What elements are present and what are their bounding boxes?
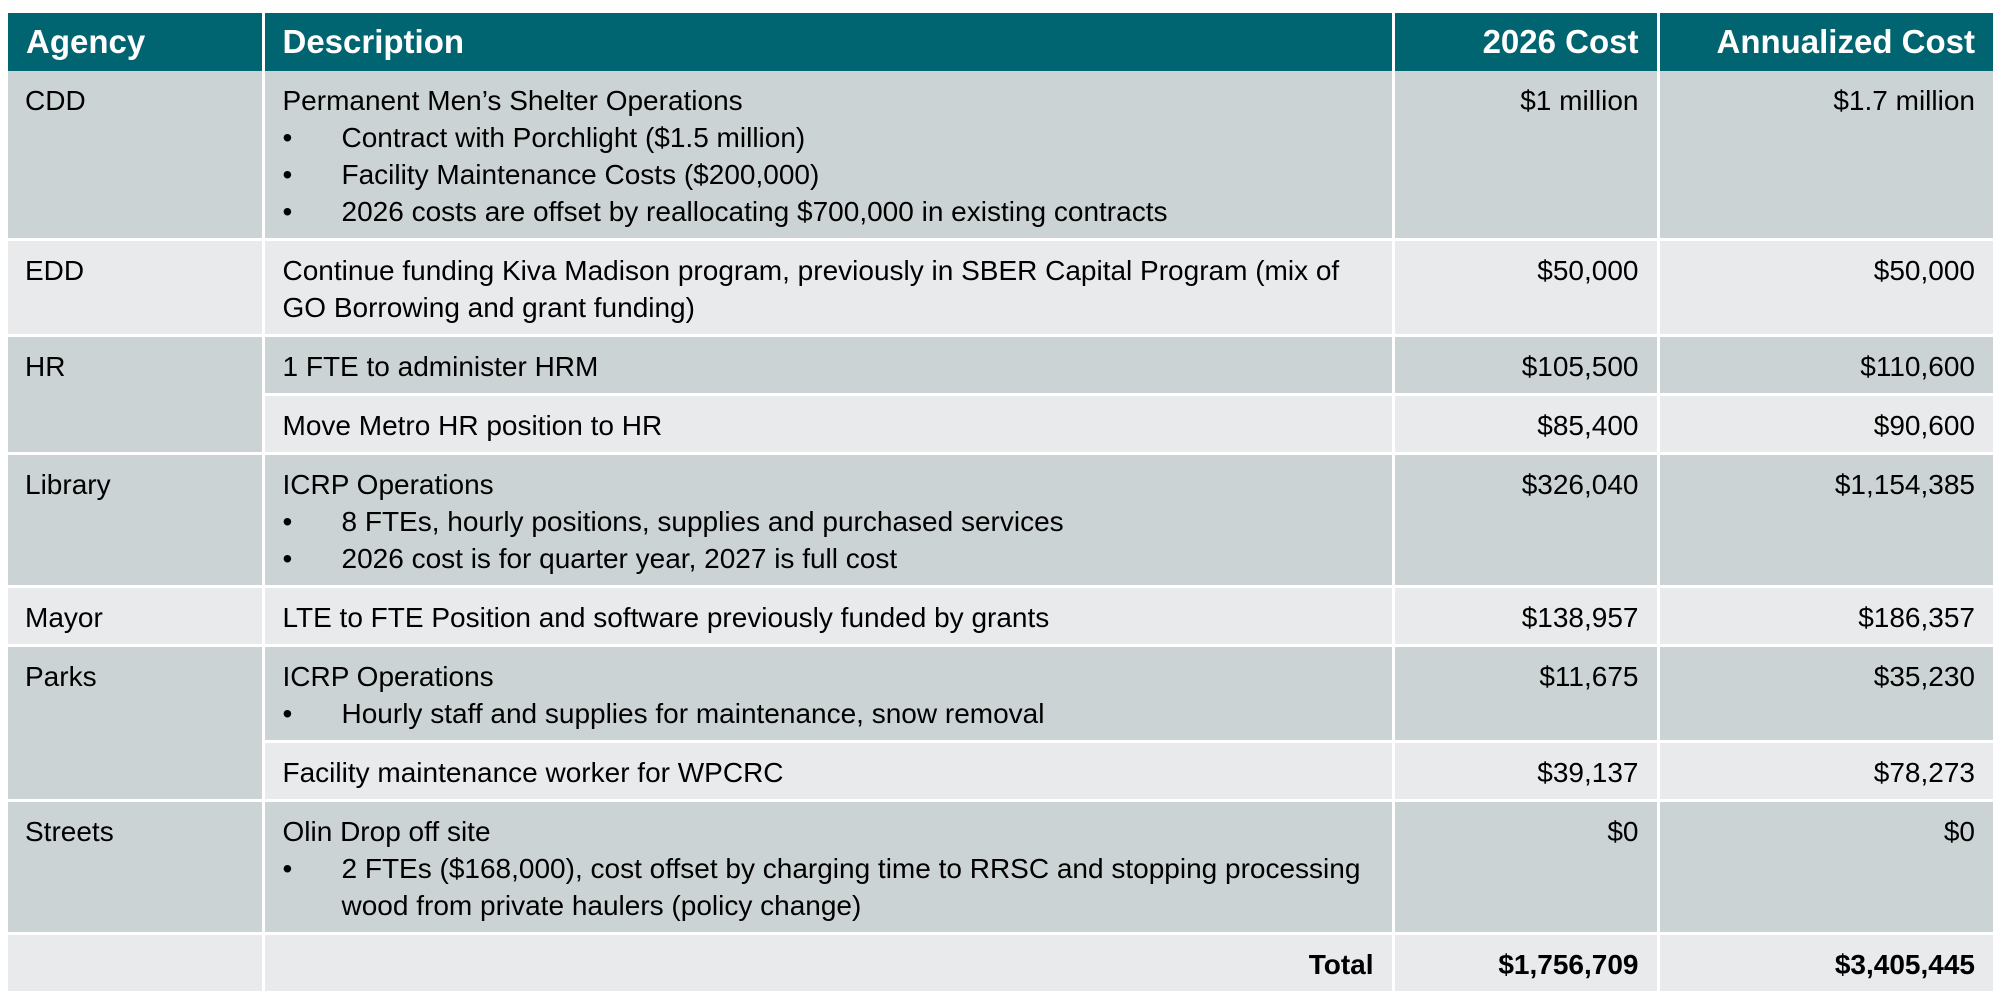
table-row-mayor: Mayor LTE to FTE Position and software p…: [8, 586, 1993, 647]
bullet-dot: •: [282, 853, 293, 884]
description-title: Facility maintenance worker for WPCRC: [282, 757, 784, 788]
bullet-dot: •: [282, 196, 293, 227]
header-2026-cost: 2026 Cost: [1393, 13, 1660, 71]
bullet-dot: •: [282, 122, 293, 153]
total-annualized-cost: $3,405,445: [1658, 933, 1993, 994]
description-title: ICRP Operations: [282, 469, 494, 500]
bullet-list: • Hourly staff and supplies for maintenan…: [283, 695, 1374, 732]
description-cell: Move Metro HR position to HR: [263, 394, 1395, 455]
table-row-parks-2: Facility maintenance worker for WPCRC $3…: [8, 741, 1993, 802]
bullet-item: • 2 FTEs ($168,000), cost offset by charg…: [283, 850, 1374, 924]
cost-table-container: Agency Description 2026 Cost Annualized …: [8, 13, 1993, 994]
table-row-hr-1: HR 1 FTE to administer HRM $105,500 $110…: [8, 335, 1993, 455]
description-cell: Facility maintenance worker for WPCRC: [263, 741, 1395, 802]
agency-cell: Streets: [8, 800, 265, 935]
description-title: ICRP Operations: [282, 661, 494, 692]
annualized-cost-cell: $90,600: [1658, 394, 1993, 455]
agency-cell: Mayor: [8, 586, 265, 647]
agency-cell: Library: [8, 453, 265, 588]
bullet-text: Hourly staff and supplies for maintenanc…: [341, 698, 1045, 729]
cost-2026-cell: $105,500: [1393, 335, 1660, 396]
description-cell: 1 FTE to administer HRM: [263, 335, 1395, 396]
annualized-cost-cell: $110,600: [1658, 335, 1993, 396]
bullet-list: • 8 FTEs, hourly positions, supplies and …: [283, 503, 1374, 577]
cost-2026-cell: $11,675: [1393, 645, 1660, 743]
description-title: 1 FTE to administer HRM: [282, 351, 599, 382]
bullet-text: Facility Maintenance Costs ($200,000): [341, 159, 820, 190]
agency-cell: HR: [8, 335, 265, 455]
bullet-text: Contract with Porchlight ($1.5 million): [341, 122, 806, 153]
total-label: Total: [263, 933, 1395, 994]
header-description: Description: [263, 13, 1395, 71]
table-row-hr-2: Move Metro HR position to HR $85,400 $90…: [8, 394, 1993, 455]
cost-2026-cell: $50,000: [1393, 239, 1660, 337]
bullet-dot: •: [282, 506, 293, 537]
table-header-row: Agency Description 2026 Cost Annualized …: [8, 13, 1993, 71]
annualized-cost-cell: $1.7 million: [1658, 71, 1993, 241]
table-row-library: Library ICRP Operations • 8 FTEs, hourly …: [8, 453, 1993, 588]
table-row-cdd: CDD Permanent Men’s Shelter Operations •…: [8, 71, 1993, 241]
description-title: Move Metro HR position to HR: [282, 410, 663, 441]
description-title: LTE to FTE Position and software previou…: [282, 602, 1050, 633]
table-row-streets: Streets Olin Drop off site • 2 FTEs ($168…: [8, 800, 1993, 935]
description-title: Olin Drop off site: [282, 816, 491, 847]
bullet-text: 2026 cost is for quarter year, 2027 is f…: [341, 543, 898, 574]
bullet-text: 2026 costs are offset by reallocating $7…: [341, 196, 1168, 227]
table-row-parks-1: Parks ICRP Operations • Hourly staff and …: [8, 645, 1993, 802]
bullet-item: • 2026 cost is for quarter year, 2027 is …: [283, 540, 1374, 577]
bullet-text: 8 FTEs, hourly positions, supplies and p…: [341, 506, 1064, 537]
cost-2026-cell: $85,400: [1393, 394, 1660, 455]
bullet-list: • Contract with Porchlight ($1.5 million)…: [283, 119, 1374, 230]
annualized-cost-cell: $78,273: [1658, 741, 1993, 802]
bullet-list: • 2 FTEs ($168,000), cost offset by charg…: [283, 850, 1374, 924]
bullet-dot: •: [282, 159, 293, 190]
description-title: Permanent Men’s Shelter Operations: [282, 85, 743, 116]
description-cell: Permanent Men’s Shelter Operations • Cont…: [263, 71, 1395, 241]
budget-cost-table: Agency Description 2026 Cost Annualized …: [8, 13, 1993, 994]
cost-2026-cell: $138,957: [1393, 586, 1660, 647]
total-2026-cost: $1,756,709: [1393, 933, 1660, 994]
description-cell: ICRP Operations • 8 FTEs, hourly position…: [263, 453, 1395, 588]
bullet-item: • Facility Maintenance Costs ($200,000): [283, 156, 1374, 193]
annualized-cost-cell: $0: [1658, 800, 1993, 935]
description-cell: Olin Drop off site • 2 FTEs ($168,000), c…: [263, 800, 1395, 935]
annualized-cost-cell: $1,154,385: [1658, 453, 1993, 588]
cost-2026-cell: $39,137: [1393, 741, 1660, 802]
bullet-item: • Hourly staff and supplies for maintenan…: [283, 695, 1374, 732]
description-cell: LTE to FTE Position and software previou…: [263, 586, 1395, 647]
description-cell: ICRP Operations • Hourly staff and suppli…: [263, 645, 1395, 743]
header-agency: Agency: [8, 13, 265, 71]
annualized-cost-cell: $50,000: [1658, 239, 1993, 337]
cost-2026-cell: $326,040: [1393, 453, 1660, 588]
bullet-item: • Contract with Porchlight ($1.5 million): [283, 119, 1374, 156]
cost-2026-cell: $1 million: [1393, 71, 1660, 241]
table-row-total: Total $1,756,709 $3,405,445: [8, 933, 1993, 994]
agency-cell: CDD: [8, 71, 265, 241]
bullet-item: • 2026 costs are offset by reallocating $…: [283, 193, 1374, 230]
bullet-dot: •: [282, 698, 293, 729]
total-empty-cell: [8, 933, 265, 994]
cost-2026-cell: $0: [1393, 800, 1660, 935]
table-row-edd: EDD Continue funding Kiva Madison progra…: [8, 239, 1993, 337]
agency-cell: Parks: [8, 645, 265, 802]
bullet-text: 2 FTEs ($168,000), cost offset by chargi…: [341, 853, 1361, 921]
description-title: Continue funding Kiva Madison program, p…: [282, 255, 1340, 323]
annualized-cost-cell: $35,230: [1658, 645, 1993, 743]
header-annualized-cost: Annualized Cost: [1658, 13, 1993, 71]
agency-cell: EDD: [8, 239, 265, 337]
description-cell: Continue funding Kiva Madison program, p…: [263, 239, 1395, 337]
annualized-cost-cell: $186,357: [1658, 586, 1993, 647]
bullet-dot: •: [282, 543, 293, 574]
bullet-item: • 8 FTEs, hourly positions, supplies and …: [283, 503, 1374, 540]
